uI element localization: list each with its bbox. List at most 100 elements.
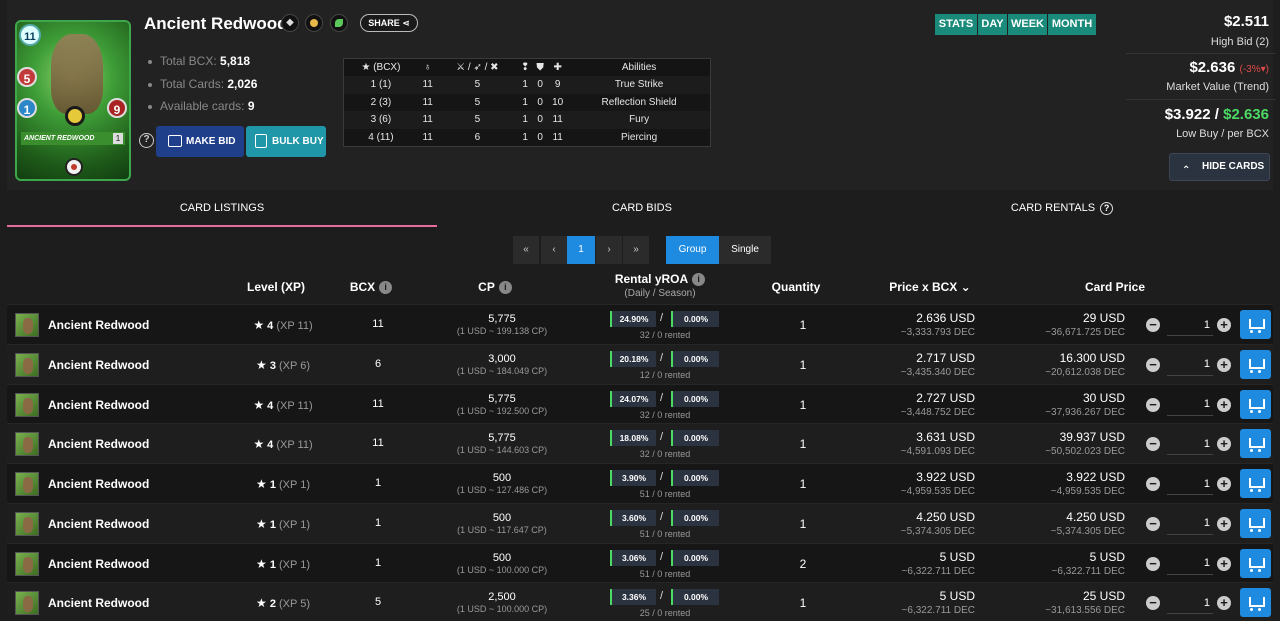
roa-season-badge: 0.00% [671, 589, 719, 606]
plus-icon[interactable]: + [1217, 437, 1231, 452]
minus-icon[interactable]: − [1146, 318, 1160, 332]
add-to-cart-button[interactable] [1240, 429, 1271, 459]
week-button[interactable]: WEEK [1008, 14, 1047, 35]
plus-icon[interactable]: + [1217, 357, 1231, 372]
add-to-cart-button[interactable] [1240, 588, 1271, 618]
card-name[interactable]: Ancient Redwood [48, 437, 150, 452]
card-image[interactable]: 11 5 1 9 ANCIENT REDWOOD 1 [15, 20, 131, 181]
add-to-cart-button[interactable] [1240, 508, 1271, 538]
quantity-cell: 1 [799, 397, 807, 412]
stats-button[interactable]: STATS [935, 14, 977, 35]
bcx-cell: 1 [374, 556, 382, 569]
card-name[interactable]: Ancient Redwood [48, 556, 150, 571]
rental-yroa-cell: 3.90%/0.00% 51 / 0 rented [610, 470, 720, 502]
card-thumbnail[interactable] [15, 352, 39, 377]
card-price-cell: 30 USD ~37,936.267 DEC [1045, 390, 1125, 418]
share-button[interactable]: SHARE ⋖ [360, 14, 418, 32]
minus-icon[interactable]: − [1146, 477, 1160, 491]
card-name[interactable]: Ancient Redwood [48, 477, 150, 491]
day-button[interactable]: DAY [978, 14, 1007, 35]
minus-icon[interactable]: − [1146, 397, 1160, 412]
buy-quantity-input[interactable] [1167, 393, 1213, 416]
card-name[interactable]: Ancient Redwood [48, 357, 150, 372]
buy-quantity-input[interactable] [1167, 314, 1213, 336]
plus-icon[interactable]: + [1217, 397, 1231, 412]
add-to-cart-button[interactable] [1240, 469, 1271, 498]
bulk-buy-button[interactable]: BULK BUY [246, 126, 326, 157]
minus-icon[interactable]: − [1146, 516, 1160, 531]
level-column-header[interactable]: Level (XP) [246, 280, 306, 294]
quantity-cell: 1 [799, 596, 807, 611]
bcx-cell: 6 [374, 357, 382, 370]
table-row[interactable]: Ancient Redwood ★ 1 (XP 1) 1 500 (1 USD ~ 10… [7, 542, 1273, 583]
buy-quantity-input[interactable] [1167, 353, 1213, 376]
add-to-cart-button[interactable] [1240, 548, 1271, 578]
card-name[interactable]: Ancient Redwood [48, 318, 150, 332]
speed-icon: ❢ [520, 62, 530, 73]
make-bid-button[interactable]: MAKE BID [156, 126, 244, 157]
card-thumbnail[interactable] [15, 551, 39, 576]
table-row[interactable]: Ancient Redwood ★ 4 (XP 11) 11 5,775 (1 USD … [7, 423, 1273, 463]
buy-quantity-input[interactable] [1167, 552, 1213, 575]
current-page-button[interactable]: 1 [567, 236, 596, 264]
card-thumbnail[interactable] [15, 591, 39, 616]
hide-cards-button[interactable]: ⌃ HIDE CARDS [1169, 153, 1270, 181]
card-name[interactable]: Ancient Redwood [48, 516, 150, 531]
table-row[interactable]: Ancient Redwood ★ 1 (XP 1) 1 500 (1 USD ~ 11… [7, 502, 1273, 543]
buy-quantity-input[interactable] [1167, 473, 1213, 495]
table-row[interactable]: Ancient Redwood ★ 3 (XP 6) 6 3,000 (1 USD ~ … [7, 343, 1273, 384]
next-page-button[interactable]: › [596, 236, 623, 264]
price-bcx-column-header[interactable]: Price x BCX ⌄ [889, 280, 971, 294]
buy-quantity-input[interactable] [1167, 592, 1213, 615]
level-cell: ★ 3 (XP 6) [256, 357, 310, 372]
earth-element-icon [330, 14, 348, 32]
add-to-cart-button[interactable] [1240, 389, 1271, 419]
tab-card-listings[interactable]: CARD LISTINGS [7, 190, 437, 227]
card-thumbnail[interactable] [15, 472, 39, 496]
card-name[interactable]: Ancient Redwood [48, 596, 150, 611]
plus-icon[interactable]: + [1217, 556, 1231, 571]
roa-season-badge: 0.00% [671, 549, 719, 566]
tab-card-bids[interactable]: CARD BIDS [612, 202, 672, 214]
minus-icon[interactable]: − [1146, 437, 1160, 452]
card-thumbnail[interactable] [15, 313, 39, 337]
buy-quantity-input[interactable] [1167, 433, 1213, 456]
card-price-column-header[interactable]: Card Price [1084, 280, 1145, 294]
plus-icon[interactable]: + [1217, 596, 1231, 611]
share-icon: ⋖ [402, 18, 410, 28]
plus-icon[interactable]: + [1217, 477, 1231, 491]
roa-season-badge: 0.00% [671, 509, 719, 526]
minus-icon[interactable]: − [1146, 357, 1160, 372]
card-thumbnail[interactable] [15, 432, 39, 457]
prev-page-button[interactable]: ‹ [541, 236, 568, 264]
table-row[interactable]: Ancient Redwood ★ 1 (XP 1) 1 500 (1 USD ~ 12… [7, 463, 1273, 503]
minus-icon[interactable]: − [1146, 596, 1160, 611]
card-thumbnail[interactable] [15, 511, 39, 536]
minus-icon[interactable]: − [1146, 556, 1160, 571]
rental-yroa-column-header[interactable]: Rental yROA i (Daily / Season) [600, 272, 720, 299]
cp-cell: 5,775 (1 USD ~ 144.603 CP) [456, 432, 548, 456]
bcx-column-header[interactable]: BCX i [340, 280, 402, 295]
help-icon[interactable]: ? [139, 133, 154, 148]
plus-icon[interactable]: + [1217, 516, 1231, 531]
single-view-button[interactable]: Single [719, 236, 771, 264]
bcx-cell: 1 [374, 477, 382, 489]
buy-quantity-input[interactable] [1167, 512, 1213, 535]
first-page-button[interactable]: « [513, 236, 540, 264]
month-button[interactable]: MONTH [1048, 14, 1096, 35]
last-page-button[interactable]: » [623, 236, 650, 264]
table-row[interactable]: Ancient Redwood ★ 4 (XP 11) 11 5,775 (1 USD … [7, 383, 1273, 424]
table-row[interactable]: Ancient Redwood ★ 4 (XP 11) 11 5,775 (1 USD … [7, 304, 1273, 344]
tab-card-rentals[interactable]: CARD RENTALS? [847, 190, 1277, 227]
plus-icon[interactable]: + [1217, 318, 1231, 332]
cp-column-header[interactable]: CP i [460, 280, 530, 295]
add-to-cart-button[interactable] [1240, 349, 1271, 379]
info-icon: i [692, 273, 706, 287]
add-to-cart-button[interactable] [1240, 310, 1271, 339]
card-name[interactable]: Ancient Redwood [48, 397, 150, 412]
quantity-column-header[interactable]: Quantity [771, 280, 821, 294]
rental-yroa-cell: 20.18%/0.00% 12 / 0 rented [610, 350, 720, 383]
table-row[interactable]: Ancient Redwood ★ 2 (XP 5) 5 2,500 (1 USD ~ … [7, 582, 1273, 621]
group-view-button[interactable]: Group [666, 236, 719, 264]
card-thumbnail[interactable] [15, 392, 39, 417]
